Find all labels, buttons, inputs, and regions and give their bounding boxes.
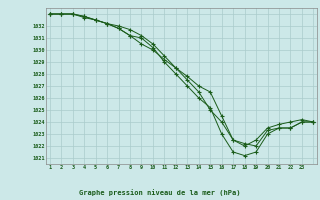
Text: Graphe pression niveau de la mer (hPa): Graphe pression niveau de la mer (hPa) <box>79 189 241 196</box>
